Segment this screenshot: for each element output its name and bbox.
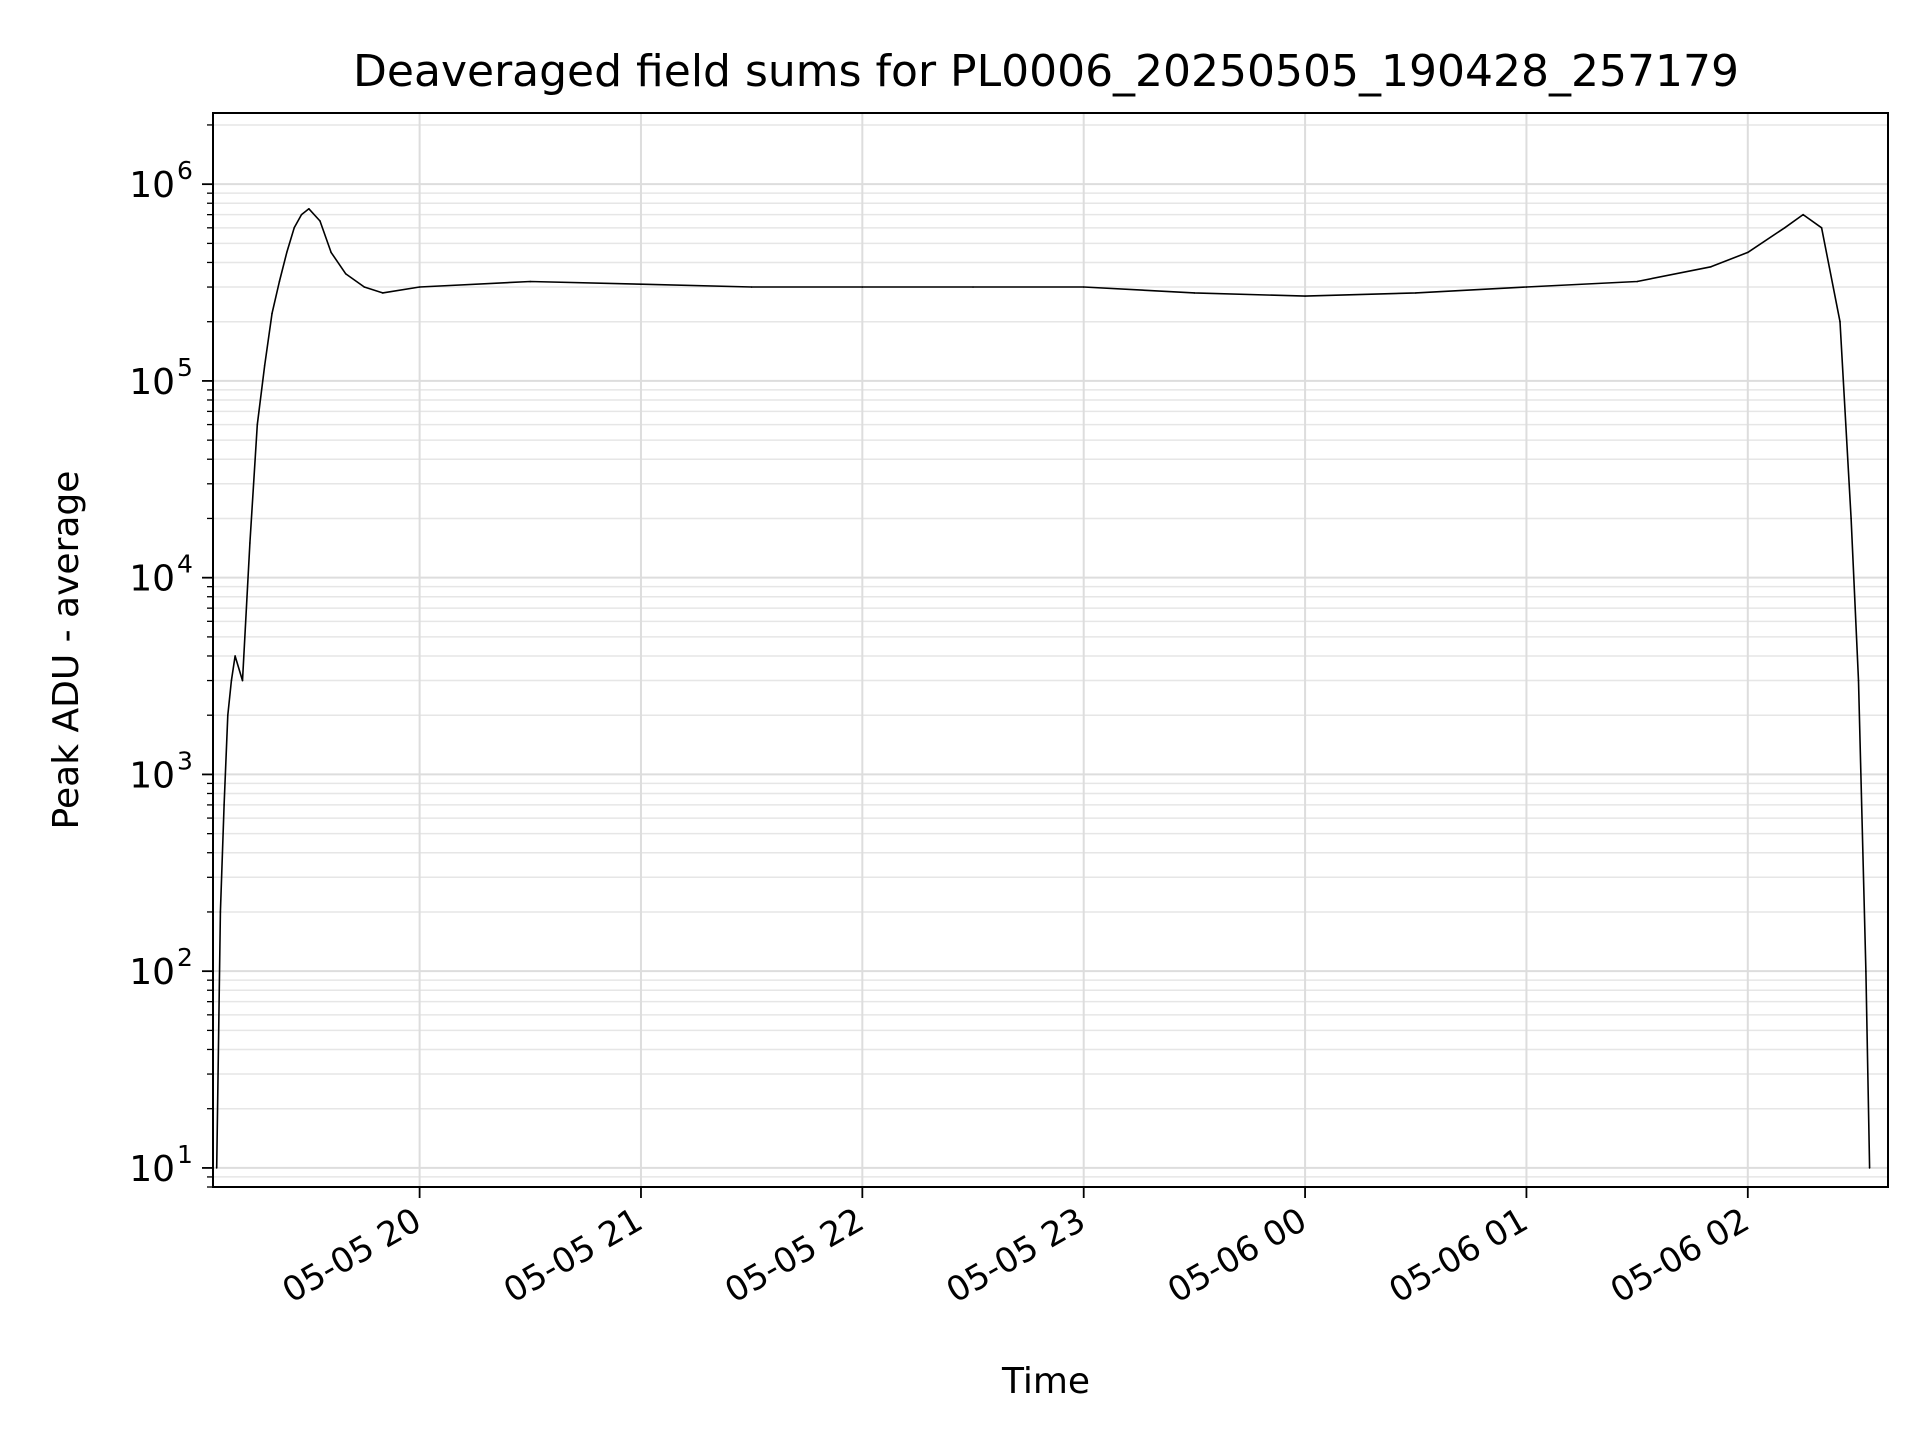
data-point — [271, 312, 273, 315]
data-point — [1710, 266, 1712, 268]
data-point — [256, 423, 259, 426]
y-tick-base: 10 — [129, 559, 175, 600]
y-tick-label: 10 6 — [129, 156, 193, 206]
data-point — [529, 280, 532, 283]
y-tick-exponent: 5 — [177, 353, 193, 382]
data-point — [1868, 1167, 1871, 1169]
data-point — [219, 911, 222, 913]
data-point — [1747, 251, 1749, 254]
y-tick-exponent: 6 — [177, 156, 193, 185]
data-point — [861, 286, 864, 288]
data-point — [330, 251, 332, 254]
data-point — [278, 280, 281, 283]
data-point — [1082, 286, 1085, 288]
data-point — [285, 251, 288, 254]
data-point — [215, 1167, 218, 1169]
y-tick-exponent: 1 — [177, 1140, 193, 1169]
y-tick-base: 10 — [129, 1149, 175, 1190]
data-point — [223, 804, 225, 806]
data-point — [241, 679, 244, 682]
y-tick-exponent: 2 — [177, 943, 193, 972]
data-layer — [215, 207, 1871, 1169]
y-tick-label: 10 2 — [129, 943, 193, 993]
data-point — [319, 220, 321, 222]
data-point — [293, 227, 295, 229]
x-axis-label: Time — [1001, 1361, 1090, 1402]
data-point — [263, 364, 266, 367]
data-point — [1304, 295, 1306, 297]
data-point — [750, 286, 753, 288]
data-point — [1820, 227, 1823, 229]
data-point — [1865, 970, 1867, 972]
data-point — [308, 207, 310, 210]
data-point — [1525, 286, 1528, 288]
chart-title: Deaveraged field sums for PL0006_2025050… — [353, 46, 1739, 97]
y-tick-label: 10 4 — [129, 550, 193, 600]
y-tick-label: 10 3 — [129, 746, 193, 796]
data-point — [230, 679, 233, 682]
y-tick-base: 10 — [129, 755, 175, 796]
y-tick-base: 10 — [129, 362, 175, 403]
data-point — [234, 655, 236, 657]
y-tick-base: 10 — [129, 952, 175, 993]
y-tick-label: 10 5 — [129, 353, 193, 403]
data-point — [418, 286, 421, 288]
y-axis-label: Peak ADU - average — [46, 471, 87, 830]
y-tick-label: 10 1 — [129, 1140, 193, 1190]
data-point — [1193, 292, 1196, 294]
data-point — [381, 292, 384, 294]
data-point — [1839, 320, 1841, 323]
data-point — [345, 273, 347, 275]
data-point — [300, 213, 303, 216]
data-point — [640, 283, 642, 286]
data-point — [226, 714, 229, 716]
data-point — [972, 286, 974, 288]
data-point — [1414, 292, 1417, 294]
plot-frame — [212, 112, 1889, 1188]
data-point — [1850, 517, 1852, 520]
data-point — [249, 542, 251, 544]
data-point — [1783, 227, 1786, 229]
data-point — [1857, 679, 1860, 682]
y-tick-exponent: 4 — [177, 550, 193, 579]
y-tick-exponent: 3 — [177, 746, 193, 775]
data-point — [363, 286, 366, 288]
grid — [213, 113, 1888, 1188]
data-point — [1636, 280, 1638, 283]
y-tick-base: 10 — [129, 165, 175, 206]
data-point — [1802, 213, 1804, 216]
